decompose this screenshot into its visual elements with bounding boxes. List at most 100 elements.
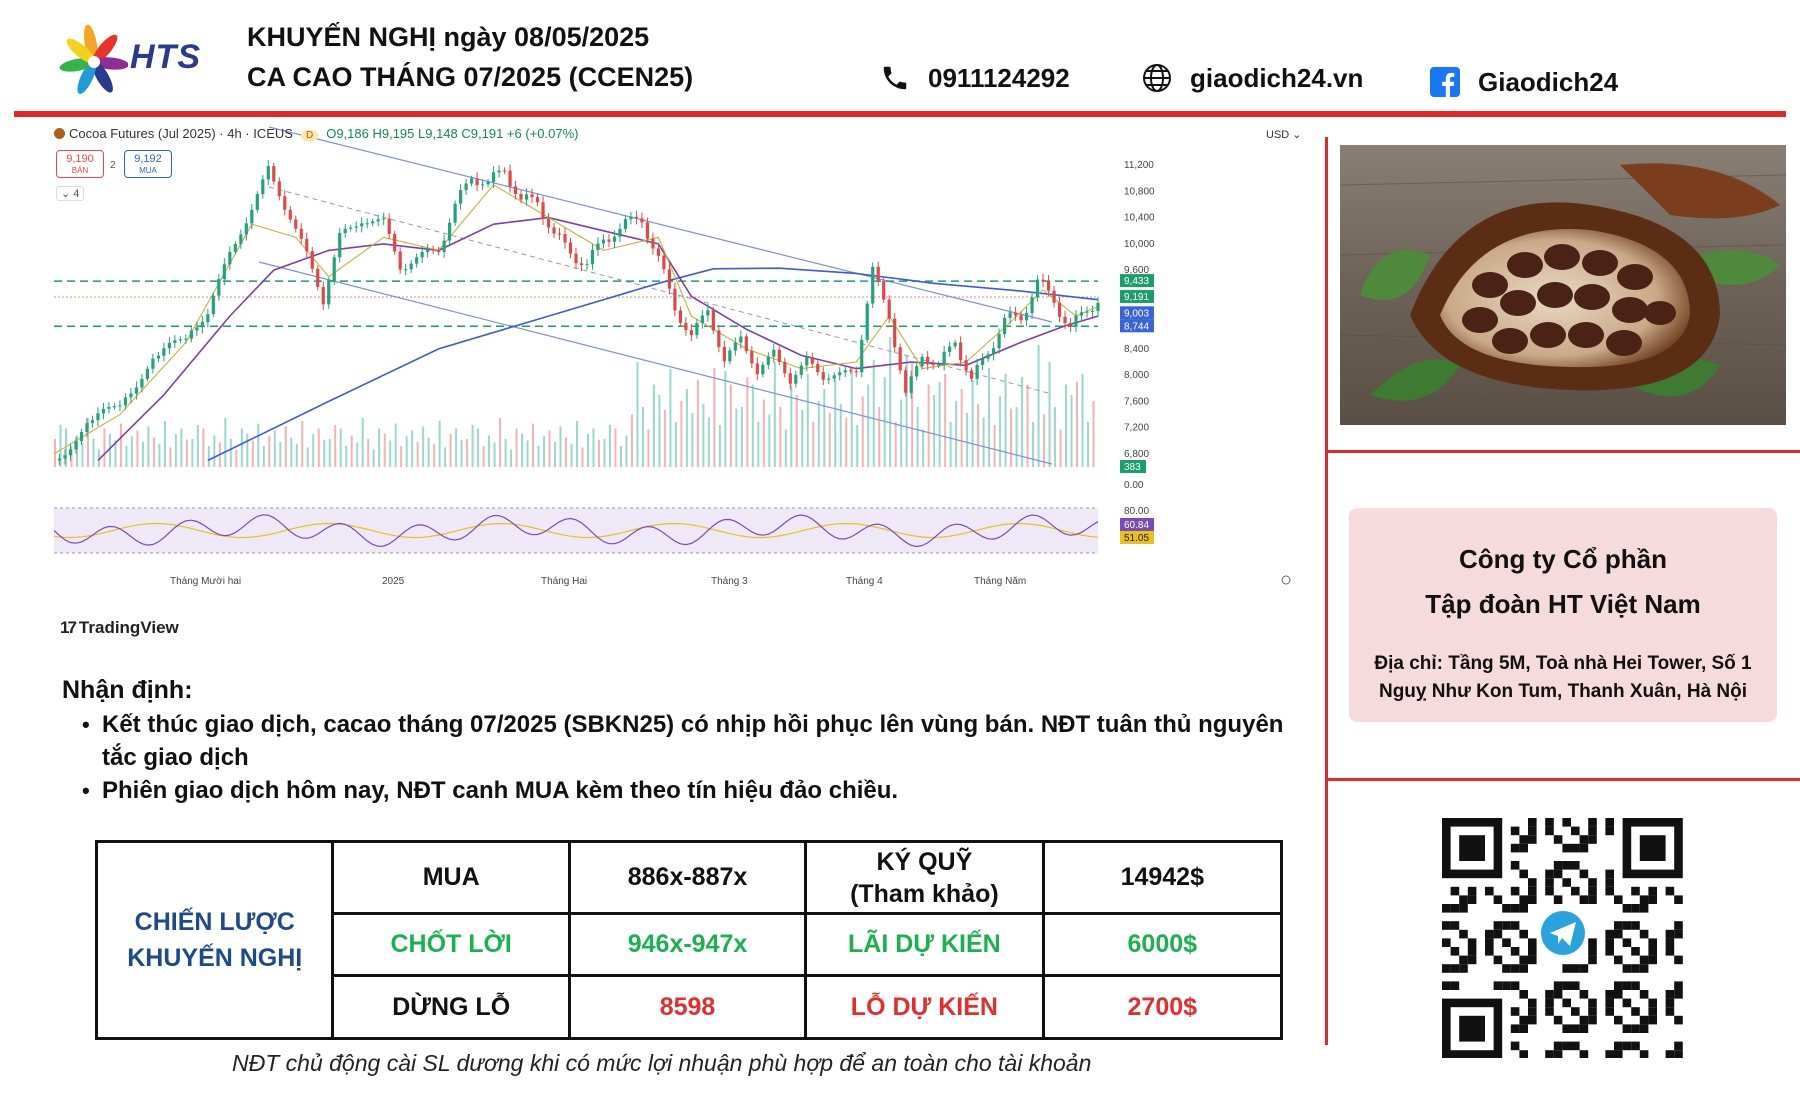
candle-body bbox=[513, 186, 518, 195]
volume-bar bbox=[663, 410, 666, 467]
volume-bar bbox=[114, 440, 117, 467]
settings-icon bbox=[1281, 575, 1291, 585]
volume-bar bbox=[169, 447, 172, 467]
spread-value: 2 bbox=[110, 160, 116, 171]
stop-loss-label: DỪNG LỖ bbox=[331, 974, 571, 1040]
candle-body bbox=[332, 257, 336, 282]
qr-module bbox=[1493, 981, 1503, 990]
buy-button[interactable]: 9,192 MUA bbox=[124, 150, 172, 178]
phone-contact[interactable]: 0911124292 bbox=[878, 58, 1070, 98]
candle-body bbox=[766, 356, 770, 365]
qr-module bbox=[1579, 1024, 1589, 1033]
candle-body bbox=[74, 441, 78, 450]
qr-module bbox=[1588, 1007, 1597, 1016]
qr-module bbox=[1571, 1041, 1580, 1051]
volume-bar bbox=[207, 446, 210, 467]
candle-body bbox=[607, 239, 611, 242]
qr-module bbox=[1605, 938, 1614, 947]
indicator-toggle[interactable]: ⌄ 4 bbox=[56, 186, 85, 201]
currency-label: USD bbox=[1266, 129, 1290, 141]
candle-body bbox=[239, 234, 243, 244]
candle-body bbox=[799, 365, 803, 375]
volume-bar bbox=[872, 360, 875, 467]
candle-body bbox=[541, 202, 545, 219]
candle-body bbox=[810, 357, 814, 364]
qr-module bbox=[1631, 1024, 1640, 1033]
indicator-count: 4 bbox=[73, 188, 80, 200]
volume-bar bbox=[691, 413, 694, 467]
candle-body bbox=[437, 250, 441, 252]
volume-bar bbox=[790, 384, 793, 467]
candle-body bbox=[728, 350, 732, 362]
qr-module bbox=[1614, 1015, 1623, 1025]
qr-module bbox=[1648, 1015, 1657, 1025]
volume-bar bbox=[718, 425, 721, 467]
qr-module bbox=[1502, 921, 1511, 930]
qr-module bbox=[1502, 938, 1511, 947]
volume-bar bbox=[911, 362, 914, 467]
candle-body bbox=[508, 170, 512, 187]
facebook-contact[interactable]: Giaodich24 bbox=[1428, 62, 1618, 102]
candle-body bbox=[129, 393, 133, 398]
volume-bar bbox=[279, 441, 282, 467]
currency-selector[interactable]: USD ⌄ bbox=[1266, 129, 1302, 141]
y-axis-tick-label: 11,200 bbox=[1124, 160, 1154, 171]
sell-button[interactable]: 9,190 BÁN bbox=[56, 150, 104, 178]
candle-body bbox=[404, 269, 408, 271]
website-link[interactable]: giaodich24.vn bbox=[1190, 62, 1364, 93]
volume-bar bbox=[400, 446, 403, 467]
volume-bar bbox=[449, 434, 452, 467]
qr-module bbox=[1631, 964, 1640, 973]
volume-bar bbox=[240, 428, 243, 467]
qr-module bbox=[1510, 1041, 1520, 1051]
candle-body bbox=[893, 318, 897, 348]
qr-module bbox=[1622, 964, 1632, 973]
volume-bar bbox=[103, 428, 106, 467]
volume-bar bbox=[136, 430, 139, 467]
volume-bar bbox=[130, 436, 133, 467]
candle-body bbox=[794, 374, 798, 384]
qr-module bbox=[1614, 929, 1623, 939]
volume-bar bbox=[141, 441, 144, 467]
tradingview-logo: 17 TradingView bbox=[60, 618, 179, 638]
candle-body bbox=[266, 166, 270, 180]
website-contact[interactable]: giaodich24.vn bbox=[1140, 58, 1363, 98]
facebook-page[interactable]: Giaodich24 bbox=[1478, 66, 1619, 97]
volume-bar bbox=[92, 439, 95, 467]
telegram-qr-code[interactable] bbox=[1442, 818, 1684, 1059]
qr-module bbox=[1459, 955, 1468, 965]
report-title: KHUYẾN NGHỊ ngày 08/05/2025 bbox=[247, 22, 650, 52]
candle-body bbox=[1052, 290, 1056, 303]
qr-module bbox=[1510, 1024, 1520, 1033]
candle-body bbox=[904, 370, 908, 393]
volume-bar bbox=[477, 428, 480, 467]
qr-module bbox=[1553, 869, 1563, 879]
price-chart[interactable]: 11,20010,80010,40010,0009,6009,2008,8008… bbox=[54, 122, 1306, 674]
channel-upper-line bbox=[268, 126, 1053, 323]
candle-body bbox=[975, 364, 979, 379]
volume-bar bbox=[229, 439, 232, 467]
tradingview-label: TradingView bbox=[78, 618, 179, 637]
qr-module bbox=[1528, 998, 1537, 1008]
candle-body bbox=[118, 405, 122, 407]
header-divider bbox=[14, 111, 1786, 117]
candle-body bbox=[992, 348, 996, 355]
volume-bar bbox=[586, 434, 589, 467]
qr-module bbox=[1639, 929, 1649, 939]
qr-finder-pattern bbox=[1459, 1015, 1485, 1042]
rsi-tag-label: 60.84 bbox=[1124, 520, 1149, 531]
volume-bar bbox=[702, 404, 705, 467]
volume-bar bbox=[669, 369, 672, 467]
candle-body bbox=[112, 406, 117, 408]
volume-bar bbox=[960, 389, 963, 467]
qr-finder-pattern bbox=[1459, 835, 1485, 861]
volume-bar bbox=[949, 422, 952, 467]
candle-body bbox=[1019, 315, 1023, 321]
volume-bar bbox=[999, 396, 1002, 467]
candle-body bbox=[502, 170, 507, 172]
long-moving-average-line bbox=[207, 267, 1099, 462]
section-divider bbox=[1325, 778, 1800, 781]
qr-module bbox=[1588, 835, 1597, 844]
qr-module bbox=[1553, 1015, 1563, 1025]
volume-bar bbox=[125, 446, 128, 467]
